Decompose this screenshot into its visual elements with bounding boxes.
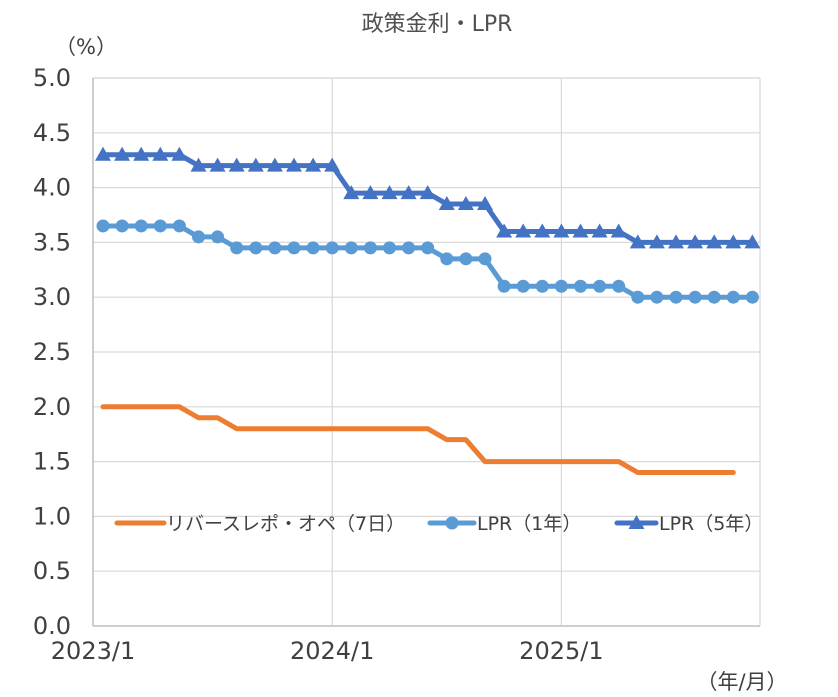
data-point bbox=[383, 241, 396, 255]
data-point bbox=[593, 279, 607, 293]
data-point bbox=[286, 157, 302, 172]
data-point bbox=[362, 185, 379, 200]
y-tick-label: 4.0 bbox=[33, 174, 71, 202]
data-point bbox=[325, 241, 339, 255]
data-point bbox=[459, 252, 473, 266]
data-point bbox=[515, 223, 532, 238]
data-point bbox=[648, 234, 665, 249]
legend-label: リバースレポ・オペ（7日） bbox=[166, 513, 405, 535]
y-axis-label: （%） bbox=[55, 35, 117, 59]
data-point bbox=[706, 234, 723, 249]
data-point bbox=[400, 185, 417, 200]
data-point bbox=[726, 290, 740, 304]
data-point bbox=[477, 196, 493, 211]
data-point bbox=[134, 219, 148, 233]
data-point bbox=[114, 146, 131, 161]
data-point bbox=[171, 146, 188, 161]
data-point bbox=[688, 290, 702, 304]
data-point bbox=[421, 241, 435, 255]
data-point bbox=[192, 230, 205, 244]
data-point bbox=[115, 219, 129, 233]
y-tick-label: 5.0 bbox=[33, 64, 71, 92]
y-tick-label: 1.0 bbox=[33, 502, 71, 530]
data-point bbox=[228, 157, 245, 172]
data-point bbox=[457, 196, 474, 211]
data-point bbox=[535, 279, 549, 293]
data-point bbox=[211, 230, 225, 244]
data-point bbox=[574, 279, 587, 293]
data-point bbox=[745, 290, 759, 304]
x-tick-label: 2025/1 bbox=[519, 637, 603, 665]
data-point bbox=[687, 234, 704, 249]
data-point bbox=[249, 241, 263, 255]
data-point bbox=[744, 234, 761, 249]
y-tick-label: 1.5 bbox=[33, 448, 71, 476]
data-point bbox=[305, 157, 322, 172]
data-point bbox=[497, 279, 511, 293]
y-tick-label: 4.5 bbox=[33, 119, 71, 147]
x-axis-label: （年/月） bbox=[696, 670, 787, 694]
data-point bbox=[153, 219, 167, 233]
data-point bbox=[381, 185, 398, 200]
data-point bbox=[95, 146, 111, 161]
y-tick-label: 2.5 bbox=[33, 338, 71, 366]
data-point bbox=[478, 252, 492, 266]
legend-marker bbox=[628, 515, 645, 529]
data-point bbox=[610, 223, 627, 238]
data-point bbox=[133, 146, 150, 161]
data-point bbox=[725, 234, 742, 249]
series-layer bbox=[95, 146, 761, 476]
data-point bbox=[516, 279, 530, 293]
data-point bbox=[554, 279, 568, 293]
legend-label: LPR（5年） bbox=[659, 513, 763, 535]
series-line-0 bbox=[100, 404, 736, 476]
data-point bbox=[612, 279, 626, 293]
data-point bbox=[152, 146, 169, 161]
data-point bbox=[591, 223, 608, 238]
data-point bbox=[343, 185, 360, 200]
x-tick-label: 2023/1 bbox=[51, 637, 135, 665]
data-point bbox=[707, 290, 721, 304]
data-point bbox=[324, 157, 341, 172]
data-point bbox=[96, 219, 110, 233]
x-tick-label: 2024/1 bbox=[290, 637, 374, 665]
data-point bbox=[287, 241, 301, 255]
data-point bbox=[266, 157, 283, 172]
chart-title: 政策金利・LPR bbox=[362, 12, 513, 37]
y-tick-label: 0.0 bbox=[33, 612, 71, 640]
data-point bbox=[363, 241, 377, 255]
axes: 0.0 0.5 1.0 1.5 2.0 2.5 3.0 3.5 4.0 4.5 5.0 2023/1 2… bbox=[33, 64, 760, 665]
data-point bbox=[669, 290, 683, 304]
data-point bbox=[668, 234, 684, 249]
data-point bbox=[190, 157, 207, 172]
data-point bbox=[553, 223, 570, 238]
data-point bbox=[344, 241, 358, 255]
data-point bbox=[268, 241, 282, 255]
data-point bbox=[631, 290, 645, 304]
data-point bbox=[402, 241, 416, 255]
data-point bbox=[419, 185, 436, 200]
y-tick-label: 0.5 bbox=[33, 557, 71, 585]
data-point bbox=[629, 234, 646, 249]
legend: リバースレポ・オペ（7日） LPR（1年） LPR（5年） bbox=[114, 513, 763, 535]
y-tick-label: 3.5 bbox=[33, 228, 71, 256]
legend-label: LPR（1年） bbox=[477, 513, 581, 535]
data-point bbox=[209, 157, 226, 172]
data-point bbox=[438, 196, 455, 211]
data-point bbox=[440, 252, 454, 266]
data-point bbox=[650, 290, 664, 304]
legend-marker bbox=[445, 516, 459, 530]
data-point bbox=[496, 223, 513, 238]
data-point bbox=[534, 223, 551, 238]
y-tick-label: 2.0 bbox=[33, 393, 71, 421]
data-point bbox=[172, 219, 186, 233]
data-point bbox=[306, 241, 320, 255]
data-point bbox=[247, 157, 264, 172]
data-point bbox=[572, 223, 589, 238]
data-point bbox=[230, 241, 244, 255]
y-tick-label: 3.0 bbox=[33, 283, 71, 311]
